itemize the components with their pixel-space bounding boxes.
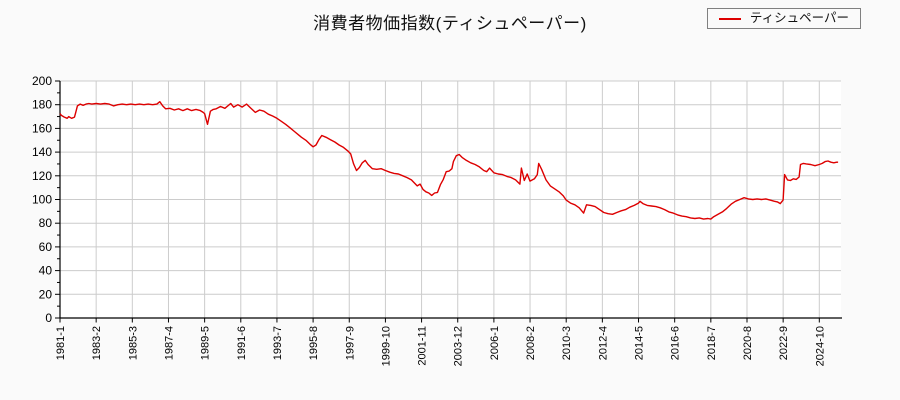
- y-tick-label: 60: [39, 240, 53, 254]
- y-tick-label: 120: [32, 169, 52, 183]
- x-tick-label: 1987-4: [163, 326, 175, 360]
- x-tick-label: 2016-6: [670, 326, 682, 360]
- y-tick-label: 160: [32, 121, 52, 135]
- x-tick-label: 1981-1: [55, 326, 67, 360]
- x-tick-label: 1995-8: [308, 326, 320, 360]
- x-tick-label: 2024-10: [814, 326, 826, 366]
- x-tick-label: 2014-5: [634, 326, 646, 360]
- legend: ティシュペーパー: [706, 8, 861, 29]
- legend-line-swatch-icon: [718, 17, 741, 20]
- y-tick-label: 180: [32, 98, 52, 112]
- x-tick-label: 1993-7: [272, 326, 284, 360]
- x-tick-label: 2008-2: [525, 326, 537, 360]
- x-tick-label: 2022-9: [778, 326, 790, 360]
- x-tick-label: 2006-1: [489, 326, 501, 360]
- y-tick-label: 40: [39, 264, 53, 278]
- x-tick-label: 1985-3: [127, 326, 139, 360]
- x-tick-label: 2001-11: [417, 326, 429, 366]
- x-tick-label: 2018-7: [706, 326, 718, 360]
- y-tick-label: 200: [32, 74, 52, 88]
- x-tick-label: 1991-6: [236, 326, 248, 360]
- x-tick-label: 1989-5: [200, 326, 212, 360]
- x-tick-label: 2012-4: [597, 326, 609, 360]
- x-tick-label: 2020-8: [742, 326, 754, 360]
- x-tick-label: 1999-10: [380, 326, 392, 366]
- x-tick-label: 1997-9: [344, 326, 356, 360]
- x-tick-label: 2010-3: [561, 326, 573, 360]
- y-tick-label: 0: [45, 311, 52, 325]
- cpi-data-line: [59, 100, 839, 220]
- x-tick-label: 2003-12: [453, 326, 465, 366]
- x-tick-label: 1983-2: [91, 326, 103, 360]
- y-tick-label: 100: [32, 193, 52, 207]
- chart-title: 消費者物価指数(ティシュペーパー): [313, 14, 587, 33]
- y-tick-label: 140: [32, 145, 52, 159]
- y-tick-label: 80: [39, 216, 53, 230]
- legend-label: ティシュペーパー: [749, 11, 849, 25]
- y-tick-label: 20: [39, 287, 53, 301]
